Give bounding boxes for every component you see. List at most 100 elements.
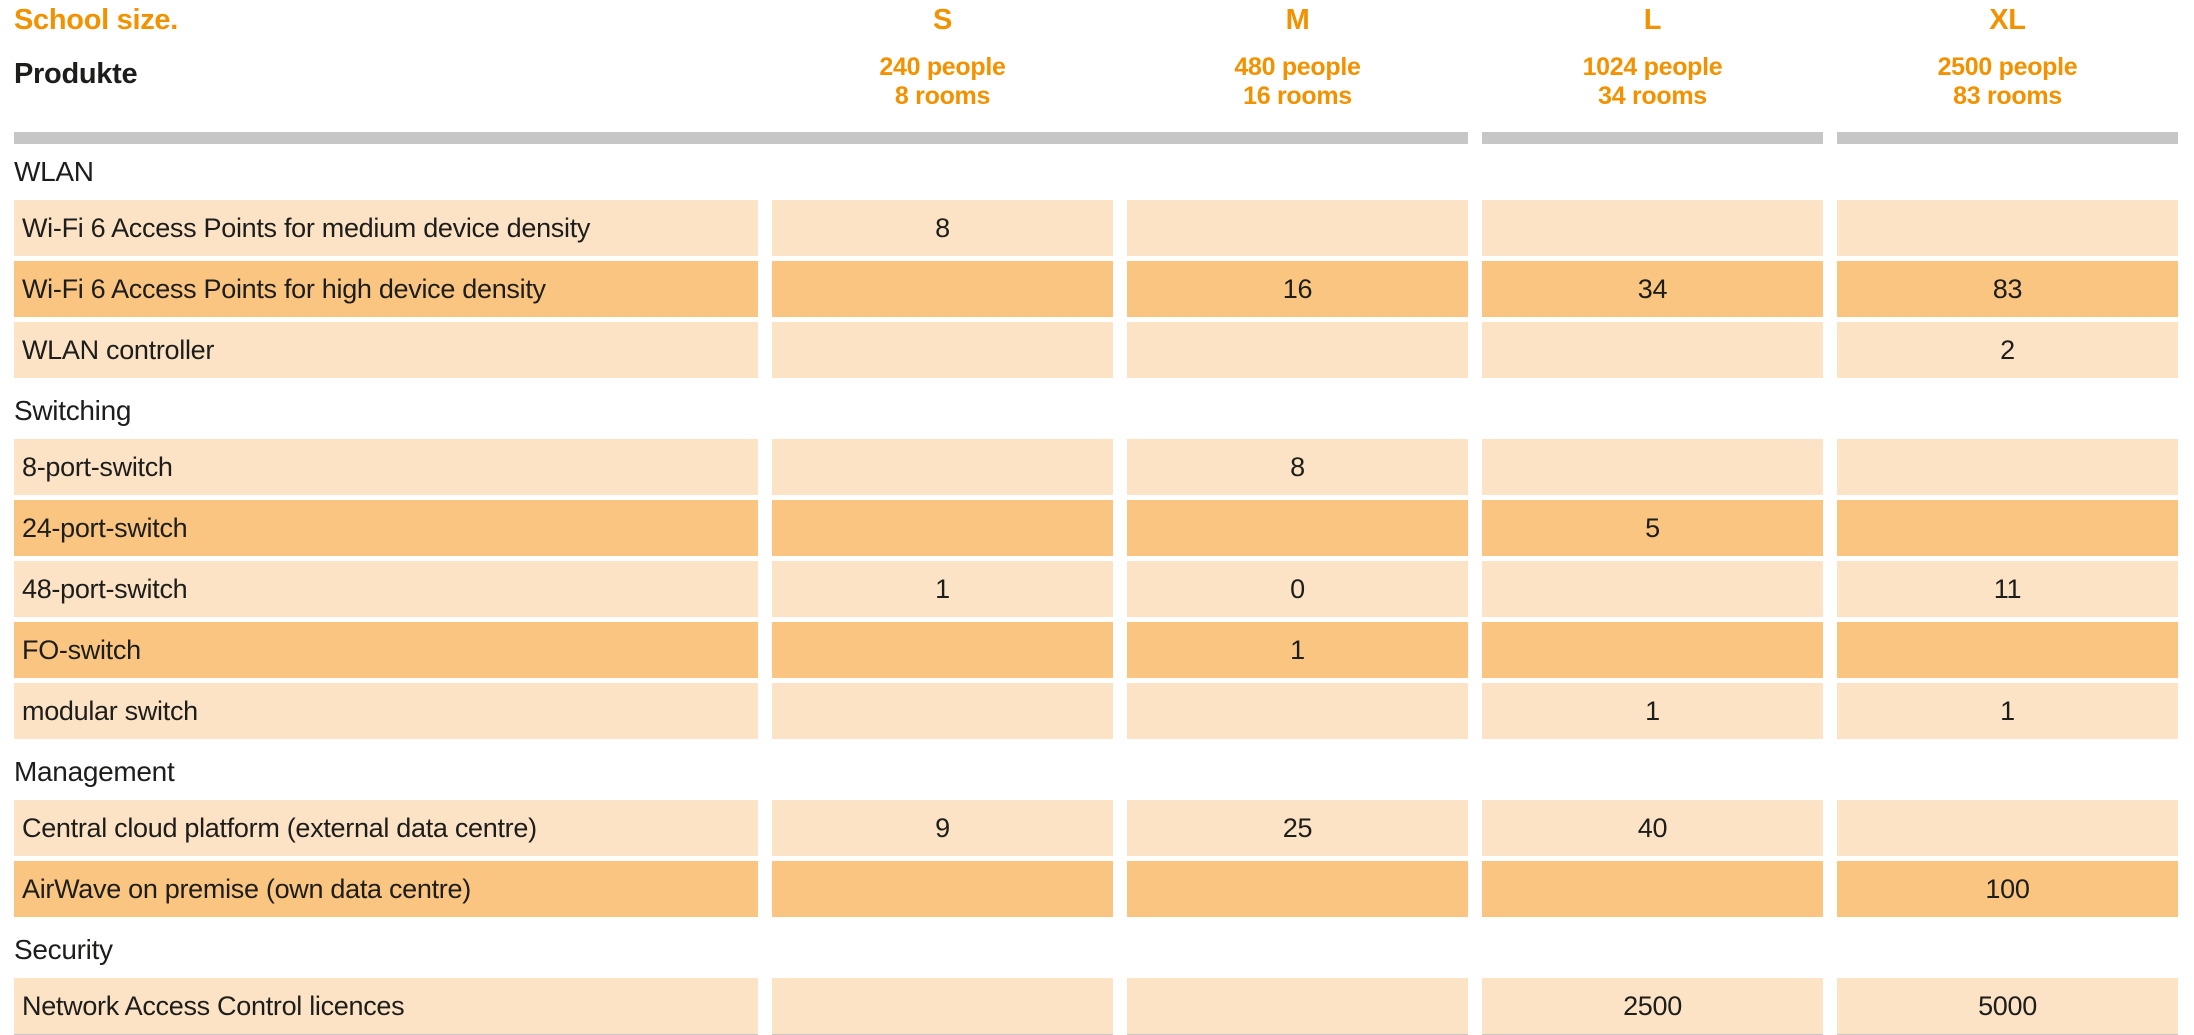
- size-sub-s: 240 people 8 rooms: [772, 53, 1113, 111]
- value-cell-s: 9: [772, 800, 1113, 856]
- value-cell-xl: [1837, 439, 2178, 495]
- table-header: School size. Produkte S 240 people 8 roo…: [0, 0, 2194, 132]
- table-row: FO-switch 1: [0, 622, 2194, 678]
- value-cell-m: [1127, 861, 1468, 917]
- table-row: Wi-Fi 6 Access Points for high device de…: [0, 261, 2194, 317]
- value-cell-l: 1: [1482, 683, 1823, 739]
- column-header-xl: XL 2500 people 83 rooms: [1837, 4, 2178, 132]
- product-label-cell: FO-switch: [14, 622, 758, 678]
- column-header-l: L 1024 people 34 rooms: [1482, 4, 1823, 132]
- divider-segment: [1837, 132, 2178, 144]
- people-count: 2500 people: [1937, 53, 2078, 81]
- divider-segment: [14, 132, 1468, 144]
- value-cell-xl: 1: [1837, 683, 2178, 739]
- section-header-switching: Switching: [14, 395, 132, 426]
- column-header-m: M 480 people 16 rooms: [1127, 4, 1468, 132]
- product-label-cell: WLAN controller: [14, 322, 758, 378]
- value-cell-xl: 5000: [1837, 978, 2178, 1034]
- value-cell-s: [772, 439, 1113, 495]
- value-cell-l: [1482, 322, 1823, 378]
- table-row: Central cloud platform (external data ce…: [0, 800, 2194, 856]
- value-cell-l: [1482, 622, 1823, 678]
- table-row: AirWave on premise (own data centre) 100: [0, 861, 2194, 917]
- table-row: WLAN controller 2: [0, 322, 2194, 378]
- table-row: modular switch 1 1: [0, 683, 2194, 739]
- value-cell-l: [1482, 561, 1823, 617]
- value-cell-s: 8: [772, 200, 1113, 256]
- size-sub-l: 1024 people 34 rooms: [1482, 53, 1823, 111]
- value-cell-l: 34: [1482, 261, 1823, 317]
- rooms-count: 34 rooms: [1598, 82, 1707, 110]
- size-sub-m: 480 people 16 rooms: [1127, 53, 1468, 111]
- rooms-count: 16 rooms: [1243, 82, 1352, 110]
- value-cell-s: [772, 978, 1113, 1034]
- value-cell-m: 16: [1127, 261, 1468, 317]
- value-cell-xl: 100: [1837, 861, 2178, 917]
- section-header-security: Security: [14, 934, 113, 965]
- section-header-management: Management: [14, 756, 175, 787]
- size-letter-m: M: [1285, 4, 1310, 36]
- value-cell-l: [1482, 861, 1823, 917]
- value-cell-xl: [1837, 622, 2178, 678]
- value-cell-xl: [1837, 800, 2178, 856]
- rooms-count: 8 rooms: [894, 82, 991, 110]
- value-cell-s: [772, 683, 1113, 739]
- size-letter-s: S: [932, 4, 953, 36]
- size-letter-xl: XL: [1989, 4, 2026, 36]
- table-row: Wi-Fi 6 Access Points for medium device …: [0, 200, 2194, 256]
- value-cell-xl: 11: [1837, 561, 2178, 617]
- product-label-cell: Network Access Control licences: [14, 978, 758, 1034]
- table-row: 48-port-switch 1 0 11: [0, 561, 2194, 617]
- value-cell-m: 1: [1127, 622, 1468, 678]
- table-row: Network Access Control licences 2500 5000: [0, 978, 2194, 1034]
- product-label-cell: 48-port-switch: [14, 561, 758, 617]
- value-cell-m: 25: [1127, 800, 1468, 856]
- value-cell-m: [1127, 200, 1468, 256]
- value-cell-s: [772, 261, 1113, 317]
- title-block: School size. Produkte: [14, 4, 758, 132]
- top-divider: [0, 132, 2194, 144]
- product-label-cell: modular switch: [14, 683, 758, 739]
- size-sub-xl: 2500 people 83 rooms: [1837, 53, 2178, 111]
- value-cell-l: [1482, 200, 1823, 256]
- table-row: 8-port-switch 8: [0, 439, 2194, 495]
- value-cell-m: [1127, 500, 1468, 556]
- product-label-cell: Wi-Fi 6 Access Points for high device de…: [14, 261, 758, 317]
- size-letter-l: L: [1643, 4, 1662, 36]
- table-row: 24-port-switch 5: [0, 500, 2194, 556]
- product-label-cell: AirWave on premise (own data centre): [14, 861, 758, 917]
- value-cell-s: [772, 500, 1113, 556]
- value-cell-s: [772, 622, 1113, 678]
- section-header-wlan: WLAN: [14, 156, 94, 187]
- value-cell-m: [1127, 683, 1468, 739]
- value-cell-l: 2500: [1482, 978, 1823, 1034]
- people-count: 1024 people: [1582, 53, 1723, 81]
- value-cell-s: [772, 322, 1113, 378]
- people-count: 240 people: [879, 53, 1006, 81]
- value-cell-xl: [1837, 500, 2178, 556]
- value-cell-l: 40: [1482, 800, 1823, 856]
- value-cell-xl: 2: [1837, 322, 2178, 378]
- column-header-s: S 240 people 8 rooms: [772, 4, 1113, 132]
- product-label-cell: Central cloud platform (external data ce…: [14, 800, 758, 856]
- page-title: School size.: [14, 4, 178, 36]
- product-label-cell: 24-port-switch: [14, 500, 758, 556]
- value-cell-m: 0: [1127, 561, 1468, 617]
- value-cell-l: [1482, 439, 1823, 495]
- value-cell-s: 1: [772, 561, 1113, 617]
- table-body: WLAN Wi-Fi 6 Access Points for medium dev…: [0, 144, 2194, 1034]
- value-cell-l: 5: [1482, 500, 1823, 556]
- product-label-cell: 8-port-switch: [14, 439, 758, 495]
- product-label-cell: Wi-Fi 6 Access Points for medium device …: [14, 200, 758, 256]
- divider-segment: [1482, 132, 1823, 144]
- value-cell-m: [1127, 322, 1468, 378]
- value-cell-m: [1127, 978, 1468, 1034]
- value-cell-m: 8: [1127, 439, 1468, 495]
- value-cell-xl: [1837, 200, 2178, 256]
- value-cell-xl: 83: [1837, 261, 2178, 317]
- rooms-count: 83 rooms: [1953, 82, 2062, 110]
- people-count: 480 people: [1234, 53, 1361, 81]
- value-cell-s: [772, 861, 1113, 917]
- products-column-header: Produkte: [14, 58, 138, 90]
